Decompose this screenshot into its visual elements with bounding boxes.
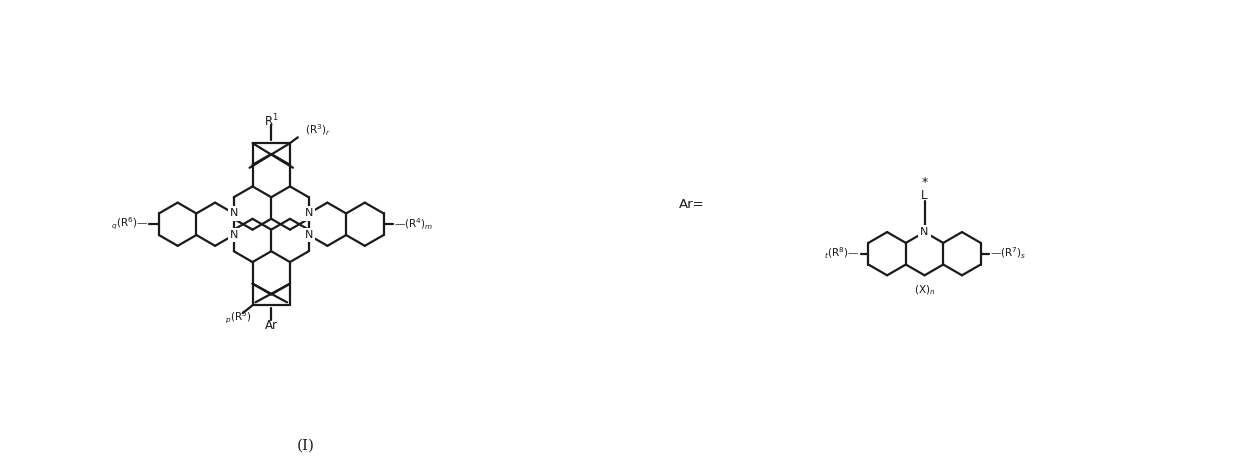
Text: L: L <box>921 189 928 202</box>
Text: $_q$(R$^6$)—: $_q$(R$^6$)— <box>110 216 148 232</box>
Text: Ar: Ar <box>265 319 278 332</box>
Text: N: N <box>305 209 312 219</box>
Text: *: * <box>921 176 928 190</box>
Text: $_t$(R$^8$)—: $_t$(R$^8$)— <box>825 246 859 261</box>
Text: (R$^3$)$_r$: (R$^3$)$_r$ <box>305 123 331 138</box>
Text: N: N <box>229 230 238 240</box>
Text: N: N <box>305 230 312 240</box>
Text: R$^1$: R$^1$ <box>264 112 279 129</box>
Text: —(R$^7$)$_s$: —(R$^7$)$_s$ <box>990 246 1025 261</box>
Text: (X)$_n$: (X)$_n$ <box>914 283 935 297</box>
Text: $_p$(R$^5$): $_p$(R$^5$) <box>224 310 250 326</box>
Text: N: N <box>920 227 929 237</box>
Text: Ar=: Ar= <box>680 198 704 211</box>
Text: (I): (I) <box>296 438 315 452</box>
Text: N: N <box>229 209 238 219</box>
Text: —(R$^4$)$_m$: —(R$^4$)$_m$ <box>394 217 434 232</box>
